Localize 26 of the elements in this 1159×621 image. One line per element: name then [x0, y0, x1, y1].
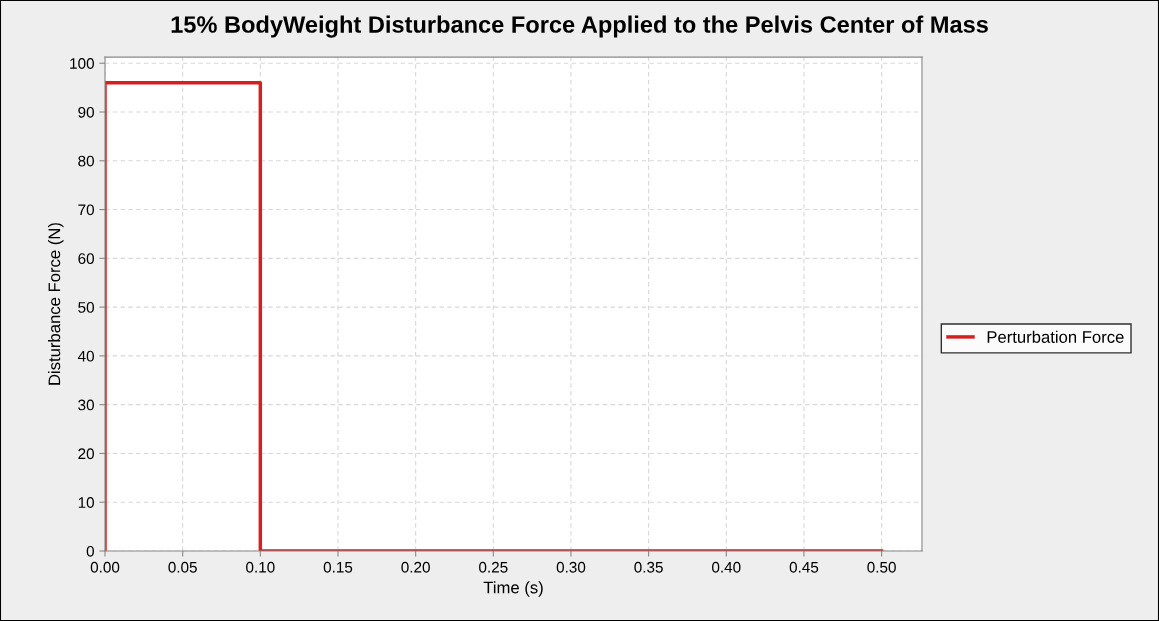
y-tick-label: 10 — [78, 497, 94, 508]
x-tick-label: 0.30 — [556, 561, 586, 573]
y-tick-label: 0 — [86, 545, 94, 557]
y-tick-label: 50 — [78, 301, 94, 313]
x-axis-title: Time (s) — [483, 581, 543, 597]
y-tick-label: 90 — [78, 106, 94, 118]
x-tick-label: 0.00 — [90, 561, 120, 573]
y-tick-label: 80 — [78, 155, 94, 167]
y-tick-label: 40 — [77, 350, 94, 362]
legend-label: Perturbation Force — [987, 330, 1124, 343]
chart-title: 15% BodyWeight Disturbance Force Applied to the Pelvis Center of Mass — [171, 15, 988, 38]
y-tick-label: 60 — [78, 253, 94, 265]
x-tick-label: 0.50 — [867, 561, 896, 573]
x-tick-label: 0.10 — [246, 561, 275, 573]
x-tick-label: 0.15 — [323, 561, 353, 573]
x-tick-label: 0.45 — [789, 561, 819, 573]
y-tick-label: 30 — [78, 399, 94, 411]
y-tick-label: 70 — [78, 204, 94, 216]
x-tick-label: 0.20 — [401, 561, 430, 573]
x-tick-label: 0.05 — [168, 561, 197, 573]
y-axis-title: Disturbance Force (N) — [48, 223, 64, 385]
x-tick-label: 0.40 — [712, 561, 741, 573]
x-tick-label: 0.25 — [479, 561, 508, 573]
x-tick-label: 0.35 — [634, 561, 663, 573]
y-tick-label: 20 — [78, 448, 94, 460]
y-tick-label: 100 — [70, 58, 94, 69]
